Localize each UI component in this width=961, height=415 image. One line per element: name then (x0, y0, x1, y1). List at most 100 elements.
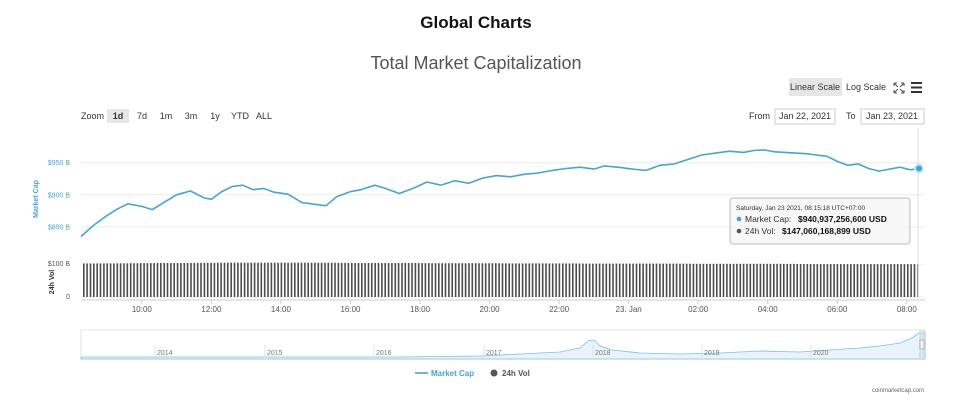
volume-bar (474, 263, 477, 297)
volume-bar (836, 264, 839, 297)
volume-bar (170, 263, 172, 297)
volume-bar (565, 263, 567, 297)
volume-bar (816, 264, 819, 297)
volume-bar (200, 262, 202, 297)
credit-text: coinmarketcap.com (872, 388, 924, 394)
volume-bar (123, 263, 125, 297)
zoom-button-1m[interactable]: 1m (160, 111, 173, 121)
x-tick-label: 06:00 (827, 305, 848, 314)
y-tick-label: $850 B (48, 224, 71, 231)
volume-bar (384, 263, 386, 297)
volume-bar (716, 263, 718, 297)
volume-bar (515, 263, 517, 297)
zoom-button-1y[interactable]: 1y (210, 111, 220, 121)
linear-scale-button[interactable]: Linear Scale (789, 78, 842, 96)
volume-bar (843, 264, 845, 297)
x-tick-label: 18:00 (410, 305, 431, 314)
volume-bar (866, 264, 869, 297)
volume-bar (786, 263, 788, 297)
volume-bar (769, 263, 772, 297)
volume-bar (129, 263, 132, 297)
volume-bar (746, 263, 748, 297)
navigator-handle[interactable] (919, 339, 925, 350)
navigator-year-label: 2020 (813, 350, 829, 357)
volume-bar (287, 262, 289, 297)
volume-bar (749, 263, 752, 297)
volume-bar (337, 262, 340, 297)
from-date-input[interactable]: Jan 22, 2021 (774, 108, 836, 125)
x-tick-label: 04:00 (758, 305, 779, 314)
zoom-button-all[interactable]: ALL (256, 111, 272, 121)
volume-bar (742, 263, 745, 297)
volume-bar (856, 264, 859, 297)
legend-vol-label: 24h Vol (502, 369, 530, 378)
volume-bar (870, 264, 872, 297)
to-date-input[interactable]: Jan 23, 2021 (860, 108, 925, 125)
volume-bar (645, 263, 648, 297)
expand-icon[interactable] (893, 82, 905, 94)
legend-item-market-cap[interactable]: Market Cap (415, 369, 474, 378)
zoom-buttons: 1d 7d 1m 3m 1y YTD ALL (107, 109, 272, 123)
volume-bar (334, 262, 336, 297)
volume-bar (377, 263, 380, 297)
volume-bar (756, 263, 758, 297)
market-cap-line (80, 149, 920, 238)
volume-bar (374, 263, 376, 297)
volume-bar (284, 262, 286, 297)
volume-bar (424, 263, 427, 297)
volume-bar (555, 263, 557, 297)
volume-bar (344, 262, 346, 297)
volume-bar (823, 264, 825, 297)
volume-bar (150, 263, 152, 297)
zoom-button-3m[interactable]: 3m (185, 111, 198, 121)
legend-item-vol[interactable]: 24h Vol (490, 369, 530, 378)
from-label: From (749, 111, 770, 121)
volume-bar (662, 263, 664, 297)
volume-bar (243, 262, 246, 297)
volume-bar (505, 263, 507, 297)
zoom-button-ytd[interactable]: YTD (231, 111, 250, 121)
volume-bar (464, 263, 467, 297)
y-axis-title-market-cap: Market Cap (33, 180, 40, 218)
volume-bar (541, 263, 544, 297)
volume-bar (454, 263, 457, 297)
volume-bar (401, 263, 403, 297)
x-tick-label: 10:00 (132, 305, 153, 314)
volume-bar (421, 263, 423, 297)
volume-bar (592, 263, 594, 297)
volume-bar (217, 262, 219, 297)
volume-bar (608, 263, 611, 297)
volume-bar (280, 262, 283, 297)
zoom-button-label: 3m (185, 111, 198, 121)
volume-bar (896, 264, 899, 297)
volume-bar (732, 263, 735, 297)
volume-bar (310, 262, 313, 297)
volume-bar (106, 263, 108, 297)
navigator-year-label: 2014 (157, 350, 173, 357)
to-date-value: Jan 23, 2021 (866, 111, 918, 121)
zoom-button-1d[interactable]: 1d (107, 109, 129, 123)
volume-bar (548, 263, 551, 297)
hamburger-menu-icon[interactable] (911, 82, 922, 93)
volume-bar (290, 262, 293, 297)
volume-bar (605, 263, 608, 297)
volume-bar (588, 263, 591, 297)
volume-bar (913, 264, 916, 297)
tooltip-vol-label: 24h Vol: (745, 226, 776, 236)
zoom-button-7d[interactable]: 7d (137, 111, 147, 121)
page-title: Global Charts (420, 13, 531, 32)
volume-bar (357, 263, 360, 297)
volume-bar (907, 264, 909, 297)
volume-bar (890, 264, 892, 297)
volume-bar (488, 263, 490, 297)
volume-bar (612, 263, 614, 297)
volume-bar (230, 262, 232, 297)
volume-bar (139, 263, 142, 297)
volume-bar (233, 262, 236, 297)
navigator[interactable]: 2014 2015 2016 2017 2018 2019 2020 (80, 329, 926, 360)
volume-bar (699, 263, 701, 297)
log-scale-button[interactable]: Log Scale (845, 78, 888, 96)
volume-bar (458, 263, 460, 297)
volume-bar (736, 263, 738, 297)
zoom-button-label: 7d (137, 111, 147, 121)
